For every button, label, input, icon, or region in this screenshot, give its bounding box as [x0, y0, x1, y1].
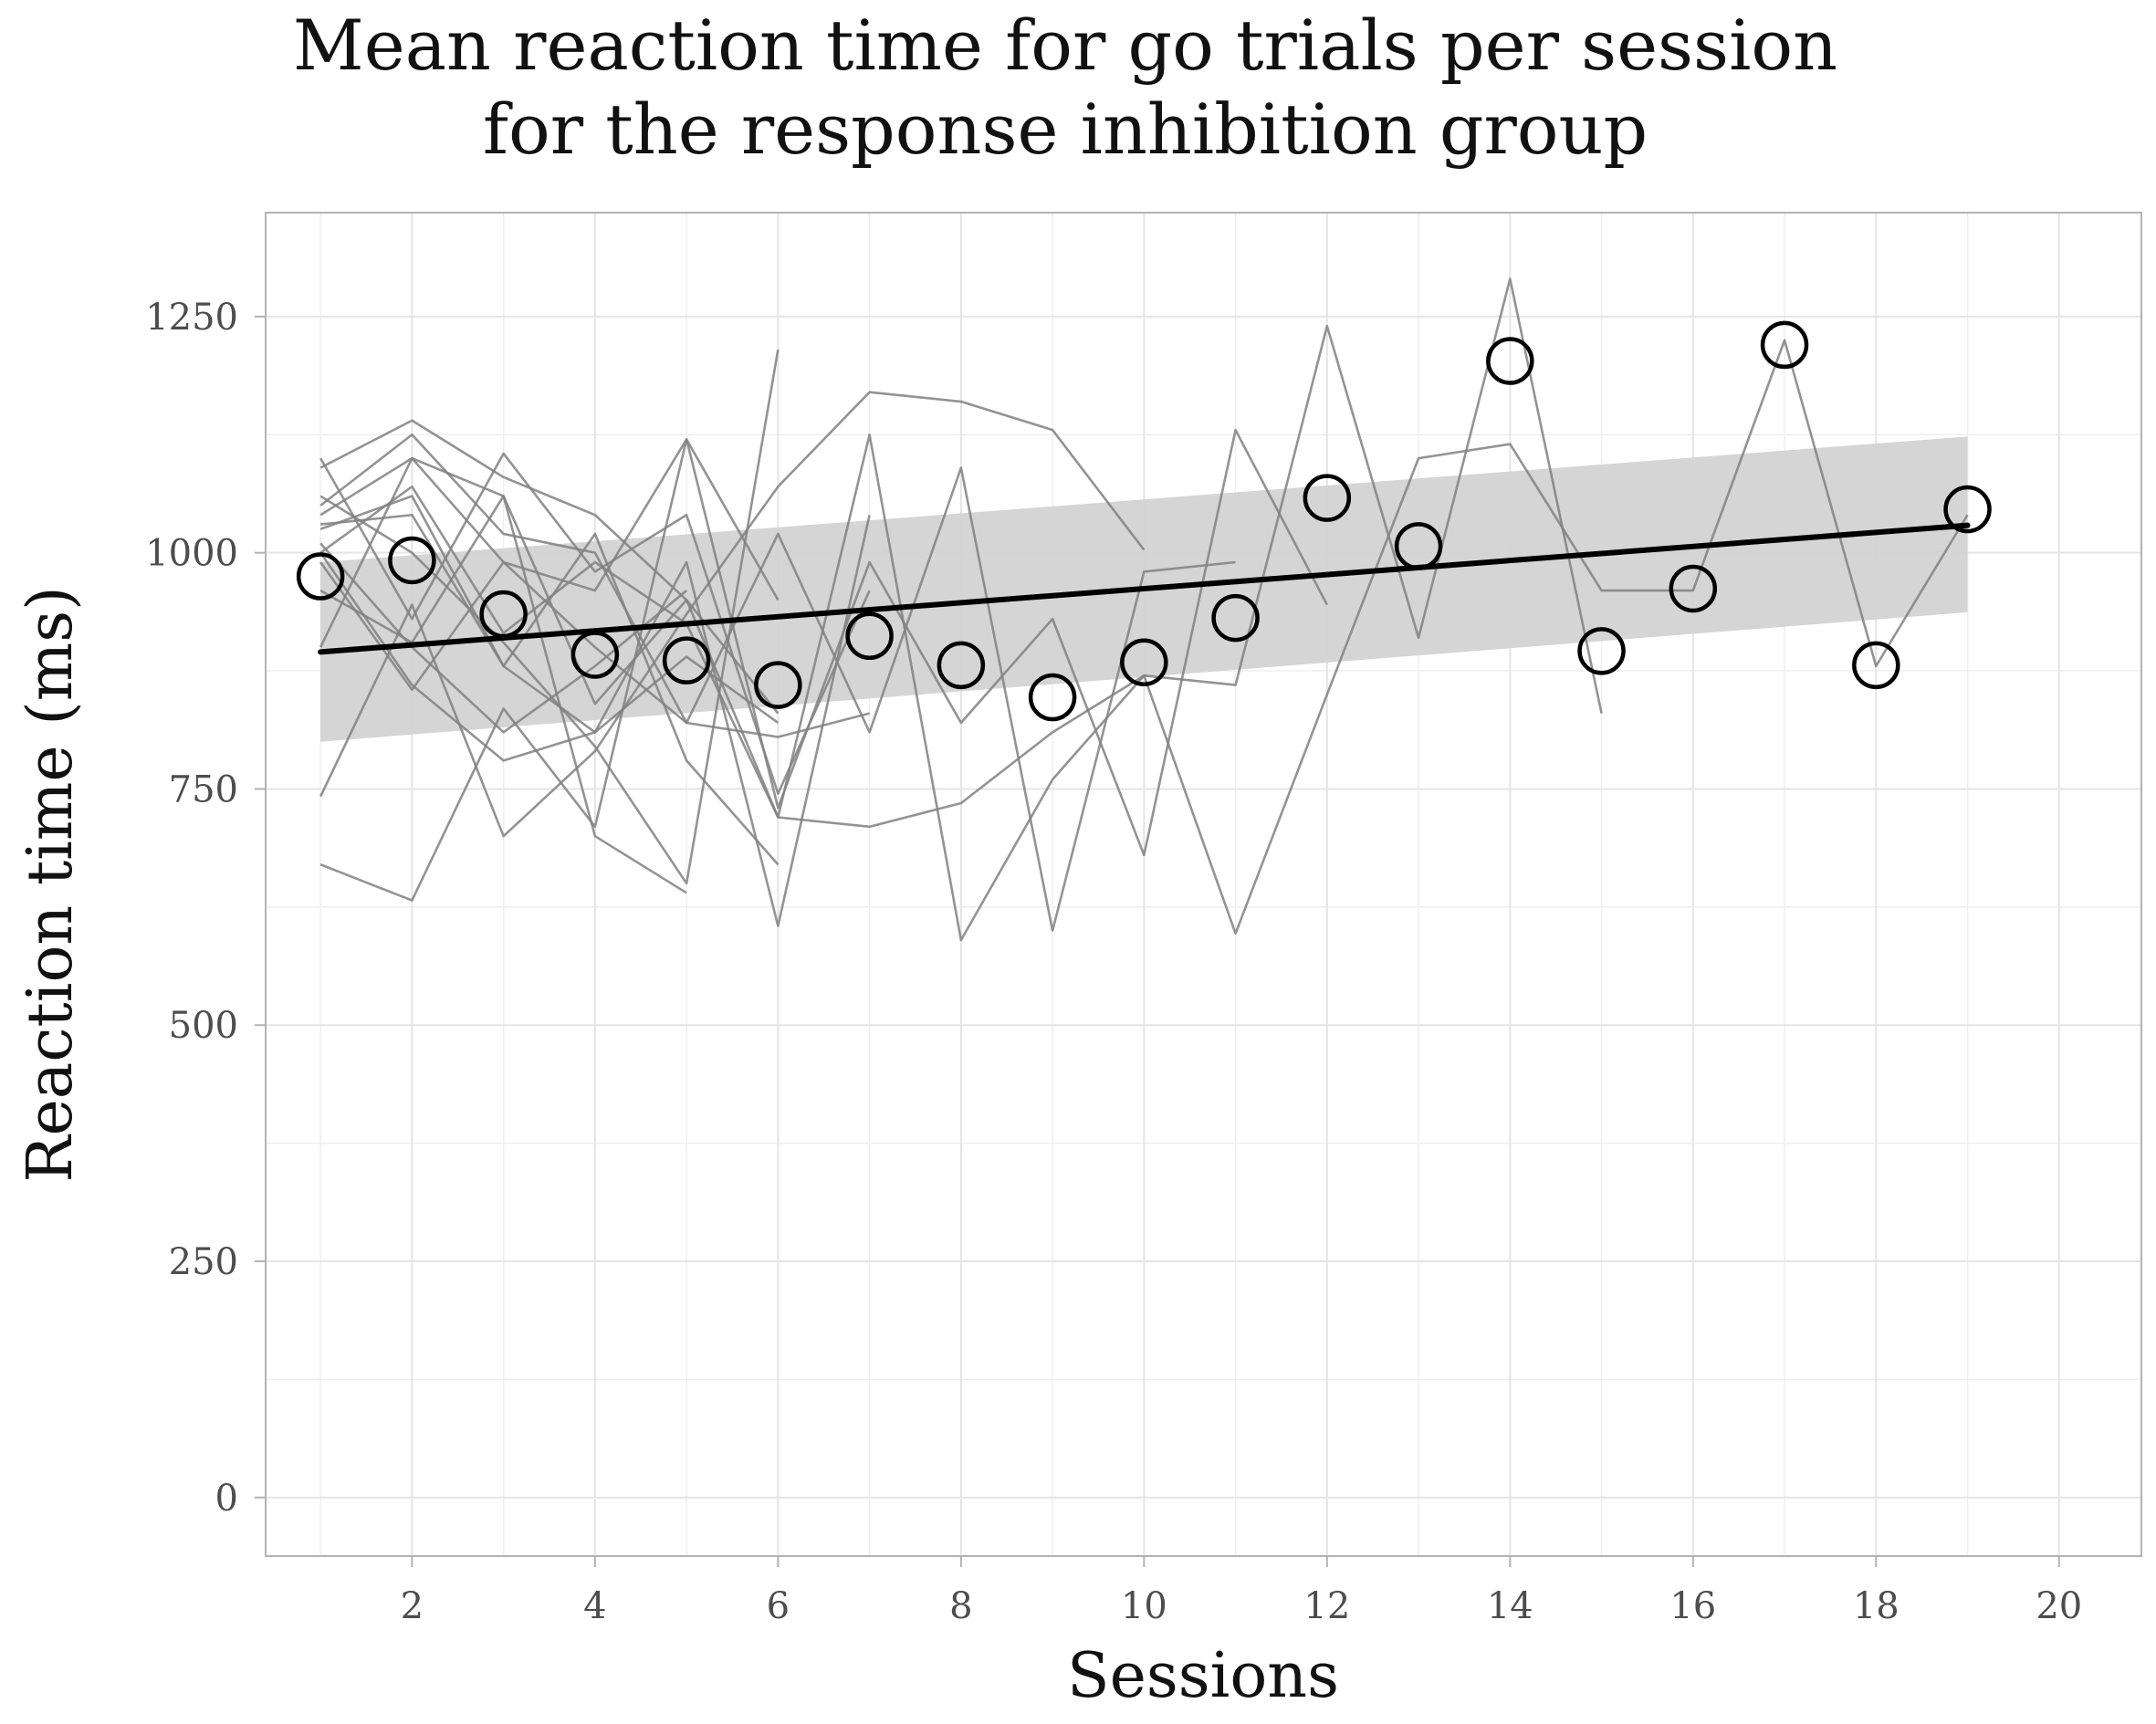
participant-line-15 [319, 542, 687, 734]
x-axis-ticks: 2 4 6 8 10 12 14 16 18 20 [401, 1556, 2082, 1627]
x-tick-label: 2 [401, 1585, 424, 1627]
participant-line-7 [319, 452, 871, 795]
x-axis-title: Sessions [1067, 1640, 1339, 1712]
participant-line-9 [319, 428, 1328, 857]
panel-border [265, 212, 2142, 1557]
participant-line-13 [319, 339, 1969, 942]
participant-line-1 [319, 391, 1146, 838]
x-tick-label: 20 [2036, 1585, 2082, 1627]
y-axis-ticks: 0 250 500 750 1000 1250 [145, 297, 266, 1520]
y-tick-label: 750 [169, 768, 238, 810]
session-mean-markers [296, 320, 1992, 722]
session-mean-point [1028, 673, 1077, 722]
session-mean-point [1211, 593, 1260, 643]
session-mean-point [845, 611, 894, 661]
session-mean-point [1760, 320, 1809, 370]
session-mean-point [570, 631, 620, 679]
session-mean-point [1943, 485, 1992, 534]
session-mean-point [1120, 638, 1168, 686]
session-mean-point [1486, 337, 1534, 385]
chart-title-line-1: Mean reaction time for go trials per ses… [293, 5, 1837, 86]
participant-line-10 [319, 466, 1236, 933]
x-tick-label: 10 [1121, 1585, 1167, 1627]
session-mean-point [388, 536, 436, 585]
participant-lines [319, 277, 1969, 942]
y-tick-label: 1000 [145, 533, 238, 575]
chart-title-line-2: for the response inhibition group [483, 89, 1648, 170]
session-mean-point [937, 641, 986, 690]
participant-line-14 [319, 495, 780, 715]
x-tick-label: 8 [949, 1585, 972, 1627]
session-mean-point [479, 590, 528, 639]
y-tick-label: 500 [169, 1005, 238, 1047]
y-axis-title: Reaction time (ms) [15, 586, 87, 1182]
participant-line-11 [319, 433, 870, 738]
session-mean-point [1303, 474, 1352, 522]
y-tick-label: 250 [169, 1241, 238, 1283]
plot-panel [266, 213, 2141, 1556]
session-mean-point [1852, 641, 1900, 690]
y-tick-label: 1250 [145, 297, 238, 339]
participant-line-2 [319, 438, 780, 902]
x-tick-label: 6 [767, 1585, 790, 1627]
session-mean-point [1394, 522, 1443, 570]
session-mean-point [754, 661, 802, 709]
x-tick-label: 12 [1303, 1585, 1350, 1627]
session-mean-point [296, 552, 345, 601]
session-mean-point [1669, 564, 1718, 613]
x-tick-label: 16 [1669, 1585, 1716, 1627]
x-tick-label: 18 [1853, 1585, 1900, 1627]
grid [266, 213, 2141, 1556]
session-mean-point [662, 636, 711, 684]
x-tick-label: 4 [583, 1585, 606, 1627]
session-mean-point [1577, 627, 1626, 675]
y-tick-label: 0 [215, 1478, 238, 1520]
x-tick-label: 14 [1487, 1585, 1533, 1627]
